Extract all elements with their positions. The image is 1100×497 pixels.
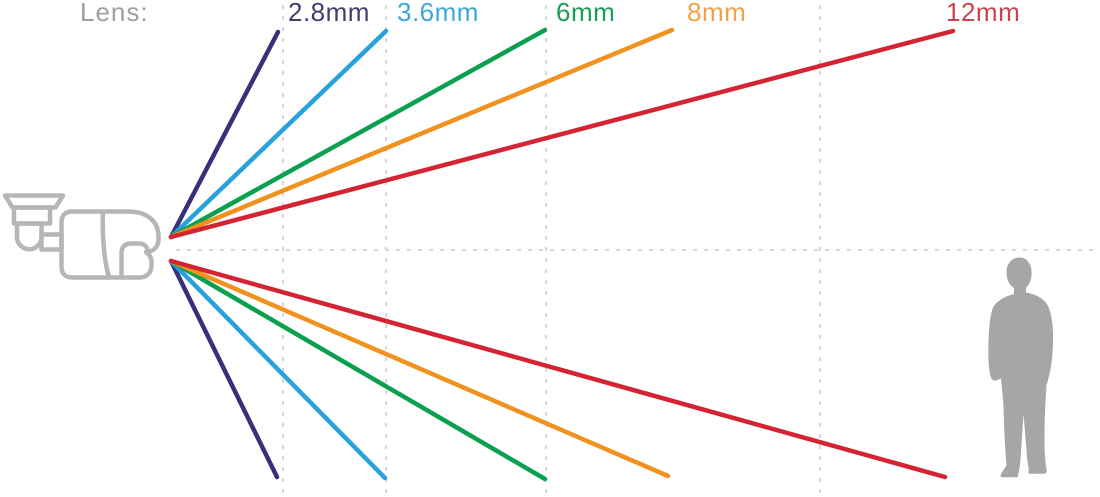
person-silhouette	[988, 257, 1054, 478]
lens-title-label: Lens:	[80, 0, 149, 27]
fov-line-lower-3.6mm	[168, 258, 388, 481]
camera-body	[59, 209, 161, 280]
camera-mount-joint	[14, 221, 44, 252]
lens-label-8mm: 8mm	[687, 0, 747, 27]
security-camera-icon	[2, 193, 161, 280]
fov-lines	[168, 27, 956, 482]
camera-mount-plate	[2, 193, 66, 210]
fov-line-lower-12mm	[168, 258, 948, 480]
fov-line-lower-8mm	[168, 258, 671, 479]
camera-lens	[119, 241, 150, 280]
camera-mount-arm	[39, 232, 64, 252]
fov-line-upper-12mm	[168, 28, 956, 240]
fov-line-upper-2.8mm	[168, 29, 281, 240]
camera-body-divider	[100, 209, 112, 280]
fov-line-upper-3.6mm	[168, 28, 389, 240]
fov-line-lower-2.8mm	[168, 258, 280, 480]
fov-line-lower-6mm	[168, 258, 548, 482]
lens-label-6mm: 6mm	[556, 0, 616, 27]
camera-mount-block	[11, 205, 53, 226]
lens-label-3-6mm: 3.6mm	[397, 0, 479, 27]
person-silhouette-icon	[988, 257, 1054, 478]
guide-lines	[176, 5, 1100, 497]
fov-line-upper-6mm	[168, 27, 548, 240]
fov-line-upper-8mm	[168, 27, 675, 240]
lens-label-12mm: 12mm	[946, 0, 1021, 27]
lens-label-2-8mm: 2.8mm	[288, 0, 370, 27]
